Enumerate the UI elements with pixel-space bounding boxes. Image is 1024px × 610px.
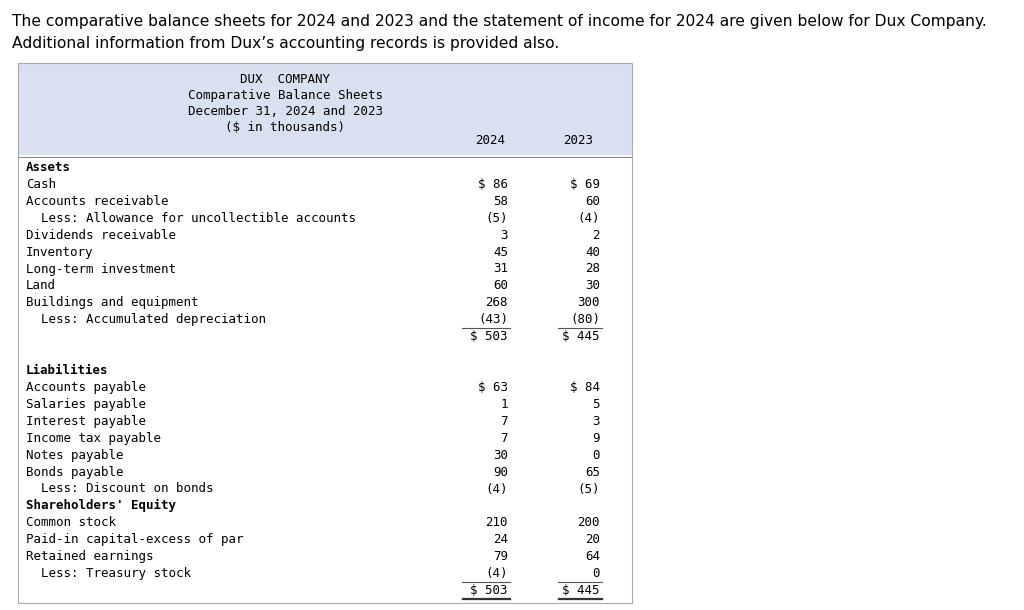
Text: Liabilities: Liabilities	[26, 364, 109, 377]
Text: ($ in thousands): ($ in thousands)	[225, 121, 345, 134]
Text: Less: Accumulated depreciation: Less: Accumulated depreciation	[26, 314, 266, 326]
Bar	[18, 155, 632, 603]
Text: 3: 3	[501, 229, 508, 242]
Text: Interest payable: Interest payable	[26, 415, 146, 428]
Text: 58: 58	[493, 195, 508, 208]
Text: 30: 30	[493, 448, 508, 462]
Text: Notes payable: Notes payable	[26, 448, 124, 462]
Text: 7: 7	[501, 415, 508, 428]
Text: (5): (5)	[578, 483, 600, 495]
Text: 31: 31	[493, 262, 508, 276]
Text: Salaries payable: Salaries payable	[26, 398, 146, 411]
Text: 3: 3	[593, 415, 600, 428]
Text: 90: 90	[493, 465, 508, 479]
Text: 0: 0	[593, 567, 600, 580]
Text: Long-term investment: Long-term investment	[26, 262, 176, 276]
Text: 28: 28	[585, 262, 600, 276]
Text: Common stock: Common stock	[26, 516, 116, 529]
Text: 300: 300	[578, 296, 600, 309]
Text: 45: 45	[493, 246, 508, 259]
Text: 30: 30	[585, 279, 600, 292]
Text: (4): (4)	[485, 483, 508, 495]
Text: (4): (4)	[485, 567, 508, 580]
Text: Bonds payable: Bonds payable	[26, 465, 124, 479]
Text: 60: 60	[585, 195, 600, 208]
Text: Less: Discount on bonds: Less: Discount on bonds	[26, 483, 213, 495]
Text: 2023: 2023	[563, 134, 593, 147]
Text: Income tax payable: Income tax payable	[26, 432, 161, 445]
Text: (5): (5)	[485, 212, 508, 224]
Text: 200: 200	[578, 516, 600, 529]
Text: Less: Treasury stock: Less: Treasury stock	[26, 567, 191, 580]
Text: 7: 7	[501, 432, 508, 445]
Text: Less: Allowance for uncollectible accounts: Less: Allowance for uncollectible accoun…	[26, 212, 356, 224]
Text: $ 503: $ 503	[470, 330, 508, 343]
Text: (4): (4)	[578, 212, 600, 224]
Text: December 31, 2024 and 2023: December 31, 2024 and 2023	[187, 105, 383, 118]
Text: The comparative balance sheets for 2024 and 2023 and the statement of income for: The comparative balance sheets for 2024 …	[12, 14, 987, 29]
Text: Accounts receivable: Accounts receivable	[26, 195, 169, 208]
Text: $ 445: $ 445	[562, 584, 600, 597]
Text: Dividends receivable: Dividends receivable	[26, 229, 176, 242]
Text: 79: 79	[493, 550, 508, 563]
Text: Shareholders' Equity: Shareholders' Equity	[26, 500, 176, 512]
Text: 9: 9	[593, 432, 600, 445]
Text: 5: 5	[593, 398, 600, 411]
Text: Paid-in capital-excess of par: Paid-in capital-excess of par	[26, 533, 244, 547]
Text: $ 69: $ 69	[570, 178, 600, 191]
Text: Additional information from Dux’s accounting records is provided also.: Additional information from Dux’s accoun…	[12, 36, 559, 51]
Text: Retained earnings: Retained earnings	[26, 550, 154, 563]
Text: Assets: Assets	[26, 161, 71, 174]
Text: 60: 60	[493, 279, 508, 292]
Text: $ 503: $ 503	[470, 584, 508, 597]
Text: $ 84: $ 84	[570, 381, 600, 394]
Text: Land: Land	[26, 279, 56, 292]
Text: 20: 20	[585, 533, 600, 547]
Text: Accounts payable: Accounts payable	[26, 381, 146, 394]
Text: 0: 0	[593, 448, 600, 462]
Text: 2024: 2024	[475, 134, 505, 147]
Text: $ 445: $ 445	[562, 330, 600, 343]
Text: Buildings and equipment: Buildings and equipment	[26, 296, 199, 309]
Text: DUX  COMPANY: DUX COMPANY	[240, 73, 330, 86]
Text: 2: 2	[593, 229, 600, 242]
Bar	[18, 63, 632, 603]
Text: $ 63: $ 63	[478, 381, 508, 394]
Text: Comparative Balance Sheets: Comparative Balance Sheets	[187, 89, 383, 102]
Text: Cash: Cash	[26, 178, 56, 191]
Text: 40: 40	[585, 246, 600, 259]
Text: 1: 1	[501, 398, 508, 411]
Bar	[18, 63, 632, 155]
Text: $ 86: $ 86	[478, 178, 508, 191]
Text: Inventory: Inventory	[26, 246, 93, 259]
Text: 24: 24	[493, 533, 508, 547]
Text: (43): (43)	[478, 314, 508, 326]
Text: 268: 268	[485, 296, 508, 309]
Text: (80): (80)	[570, 314, 600, 326]
Text: 65: 65	[585, 465, 600, 479]
Text: 64: 64	[585, 550, 600, 563]
Text: 210: 210	[485, 516, 508, 529]
